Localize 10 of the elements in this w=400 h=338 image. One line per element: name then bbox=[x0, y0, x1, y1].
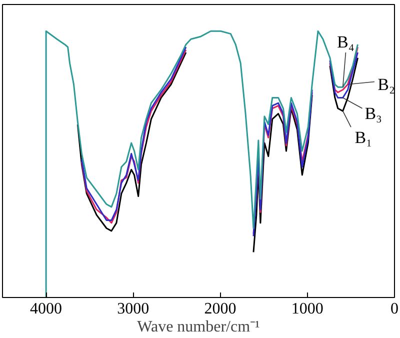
x-tick-label: 3000 bbox=[117, 300, 150, 318]
series-label: B₁ bbox=[354, 128, 372, 148]
series-label: B₃ bbox=[364, 104, 382, 124]
x-tick-label: 0 bbox=[390, 300, 398, 318]
x-axis-title: Wave number/cm⁻¹ bbox=[137, 318, 260, 336]
series-label: B₂ bbox=[378, 74, 395, 94]
x-tick-label: 4000 bbox=[30, 300, 62, 318]
series-label: B₄ bbox=[337, 32, 354, 52]
x-tick-label: 1000 bbox=[291, 300, 324, 318]
x-tick-label: 2000 bbox=[204, 300, 236, 318]
